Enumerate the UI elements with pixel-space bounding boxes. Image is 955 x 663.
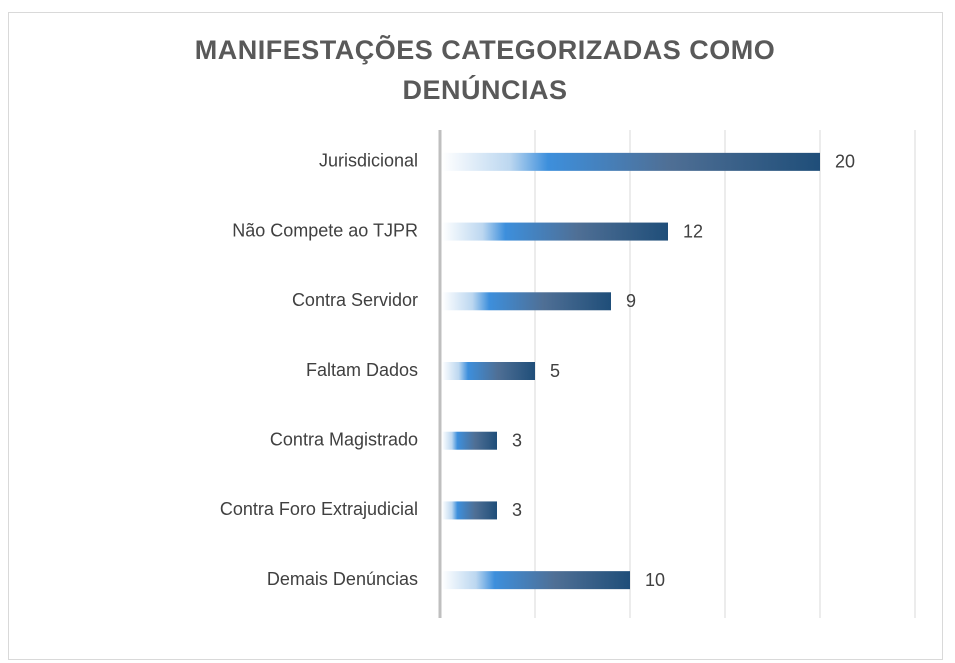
bar: [442, 362, 535, 380]
y-tick-label: Demais Denúncias: [267, 569, 418, 589]
bar: [442, 501, 497, 520]
bar: [442, 292, 611, 311]
y-tick-label: Jurisdicional: [319, 151, 418, 171]
chart-title: MANIFESTAÇÕES CATEGORIZADAS COMO DENÚNCI…: [194, 35, 776, 105]
data-label: 10: [645, 570, 665, 590]
bar: [442, 222, 668, 241]
data-label: 9: [626, 291, 636, 311]
y-tick-label: Contra Foro Extrajudicial: [220, 499, 418, 519]
y-tick-label: Não Compete ao TJPR: [232, 220, 418, 240]
bar: [442, 152, 820, 171]
y-tick-label: Faltam Dados: [306, 360, 418, 380]
data-label: 5: [550, 361, 560, 381]
data-label: 12: [683, 221, 703, 241]
bar: [442, 571, 630, 590]
data-label: 3: [512, 500, 522, 520]
bar: [442, 431, 497, 450]
data-label: 20: [835, 152, 855, 172]
data-label: 3: [512, 430, 522, 450]
chart-border: [8, 12, 943, 660]
y-tick-label: Contra Servidor: [292, 290, 418, 310]
y-tick-label: Contra Magistrado: [270, 429, 418, 449]
